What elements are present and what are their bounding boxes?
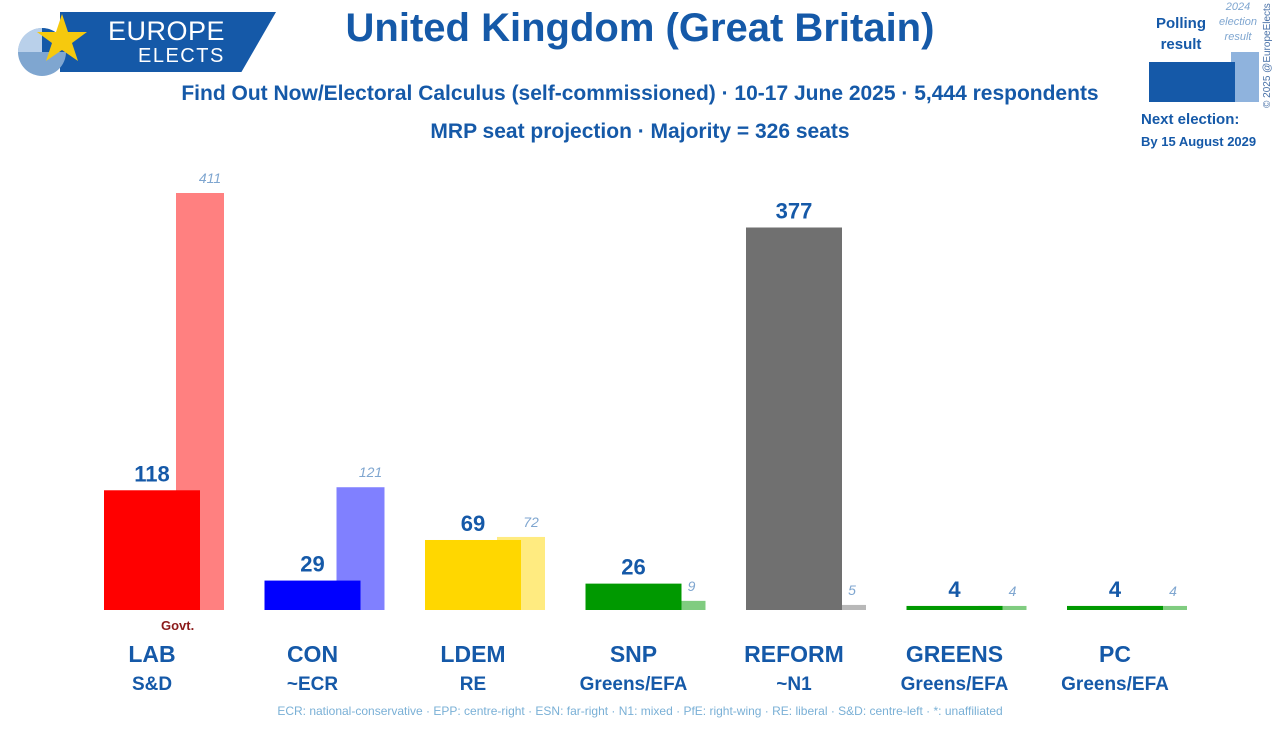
group-label-reform: ~N1	[776, 674, 812, 695]
party-label-con: CON	[287, 641, 338, 667]
value-label-2024-ldem: 72	[523, 514, 539, 530]
logo-word-elects: ELECTS	[138, 45, 225, 67]
chart-title: United Kingdom (Great Britain)	[345, 6, 935, 50]
group-label-lab: S&D	[132, 674, 172, 695]
party-label-ldem: LDEM	[440, 641, 505, 667]
next-election-label: Next election:	[1141, 111, 1240, 128]
group-label-greens: Greens/EFA	[901, 674, 1009, 695]
value-label-polling-lab: 118	[134, 461, 170, 486]
value-label-polling-reform: 377	[776, 198, 813, 223]
party-label-snp: SNP	[610, 641, 657, 667]
group-label-snp: Greens/EFA	[580, 674, 688, 695]
group-legend-footer: ECR: national-conservative · EPP: centre…	[277, 704, 1003, 718]
party-label-reform: REFORM	[744, 641, 844, 667]
value-label-polling-con: 29	[300, 552, 324, 577]
logo-star-icon	[18, 14, 87, 76]
legend-swatch-election	[1231, 52, 1259, 102]
value-label-2024-con: 121	[359, 464, 382, 480]
value-label-2024-pc: 4	[1169, 583, 1177, 599]
party-label-pc: PC	[1099, 641, 1131, 667]
logo-word-europe: EUROPE	[108, 16, 226, 46]
bar-polling-greens	[906, 605, 1003, 610]
value-label-2024-reform: 5	[848, 582, 856, 598]
value-label-2024-snp: 9	[688, 578, 696, 594]
value-label-polling-snp: 26	[621, 555, 645, 580]
group-label-ldem: RE	[460, 674, 486, 695]
legend-election-result: 2024 election result	[1219, 1, 1257, 43]
poll-source: Find Out Now/Electoral Calculus (self-co…	[181, 82, 1099, 105]
group-label-pc: Greens/EFA	[1061, 674, 1169, 695]
bar-polling-lab	[104, 490, 200, 610]
bar-polling-reform	[746, 227, 842, 611]
bar-polling-snp	[585, 583, 682, 610]
next-election-date: By 15 August 2029	[1141, 134, 1257, 149]
logo-banner	[60, 12, 276, 72]
bar-polling-con	[264, 580, 361, 610]
legend-swatch-polling	[1149, 62, 1235, 102]
party-label-lab: LAB	[128, 641, 175, 667]
value-label-polling-greens: 4	[948, 577, 961, 602]
value-label-2024-lab: 411	[199, 170, 221, 186]
value-label-2024-greens: 4	[1009, 583, 1017, 599]
legend-polling-result: Polling result	[1156, 15, 1206, 53]
projection-note: MRP seat projection · Majority = 326 sea…	[430, 120, 850, 143]
government-label: Govt.	[161, 618, 195, 633]
bar-polling-pc	[1067, 605, 1163, 610]
group-label-con: ~ECR	[287, 674, 338, 695]
value-label-polling-pc: 4	[1109, 577, 1122, 602]
bar-polling-ldem	[425, 539, 521, 610]
value-label-polling-ldem: 69	[461, 511, 485, 536]
europe-elects-logo: EUROPE ELECTS	[0, 12, 276, 76]
party-label-greens: GREENS	[906, 641, 1003, 667]
